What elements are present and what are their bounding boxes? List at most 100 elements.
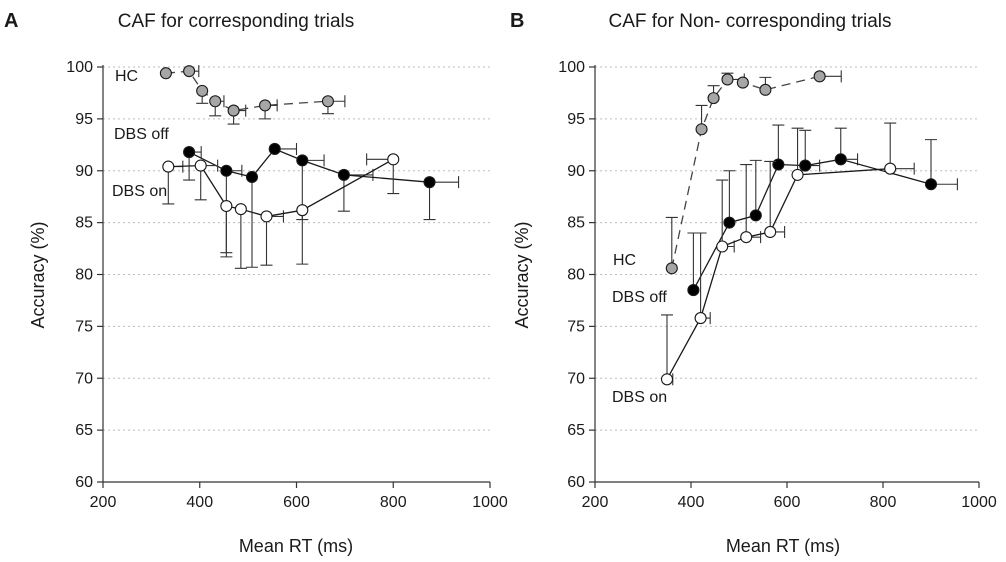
panel-b-dbs-off-point-4 bbox=[799, 159, 812, 172]
panel-a-y-tick-label-4: 80 bbox=[75, 267, 93, 284]
panel-b-title: CAF for Non- corresponding trials bbox=[609, 11, 892, 32]
panel-a-dbs-on-err-down-0 bbox=[162, 166, 175, 205]
panel-b-dbs-off-err-up-1 bbox=[723, 170, 736, 223]
panel-b-dbs-on-point-5 bbox=[791, 168, 804, 181]
panel-a-dbs-off-err-down-5 bbox=[337, 174, 350, 212]
panel-a-y-tick-label-0: 60 bbox=[75, 474, 93, 491]
panel-a-dbs-on-point-0 bbox=[162, 160, 175, 173]
panel-b-series-dbs-off bbox=[687, 124, 958, 297]
panel-a-dbs-off-point-0 bbox=[183, 146, 196, 159]
panel-a-dbs-off-point-5 bbox=[337, 168, 350, 181]
panel-a-dbs-off-point-6 bbox=[423, 176, 436, 189]
panel-a-dbs-on-point-5 bbox=[296, 204, 309, 217]
panel-b-hc-point-3 bbox=[721, 73, 734, 86]
panel-b-x-tick-label-4: 1000 bbox=[961, 494, 997, 511]
panel-a-dbs-off-point-3 bbox=[268, 142, 281, 156]
panel-b-y-tick-label-4: 80 bbox=[567, 267, 585, 284]
panel-b-dbs-off-point-2 bbox=[749, 209, 762, 222]
panel-b-hc-point-4 bbox=[736, 76, 749, 89]
panel-a-hc-point-0 bbox=[159, 67, 172, 80]
panel-a-letter: A bbox=[4, 10, 18, 32]
panel-a-dbs-off-point-2 bbox=[245, 170, 259, 184]
panel-b-hc-err-up-0 bbox=[665, 216, 678, 269]
panel-a-hc-point-6 bbox=[321, 95, 334, 108]
panel-a-dbs-off-err-down-2 bbox=[245, 176, 258, 268]
panel-b-series-hc bbox=[665, 70, 842, 275]
panel-b-y-tick-label-1: 65 bbox=[567, 422, 585, 439]
panel-b-dbs-on-err-up-3 bbox=[740, 163, 753, 238]
panel-a-dbs-on-err-down-5 bbox=[296, 210, 309, 265]
panel-b-y-tick-label-0: 60 bbox=[567, 474, 585, 491]
panel-b-x-tick-label-0: 200 bbox=[582, 494, 609, 511]
panel-a-x-tick-label-2: 600 bbox=[283, 494, 310, 511]
panel-a-dbs-off-point-1 bbox=[220, 164, 233, 177]
panel-b-hc-point-6 bbox=[813, 70, 826, 83]
panel-b-x-tick-label-3: 800 bbox=[870, 494, 897, 511]
panel-a-y-tick-label-2: 70 bbox=[75, 370, 93, 387]
panel-a-dbs-off-point-4 bbox=[296, 154, 309, 167]
panel-b-dbs-off-point-1 bbox=[723, 216, 736, 229]
panel-a-y-tick-label-3: 75 bbox=[75, 318, 93, 335]
panel-a-y-tick-label-7: 95 bbox=[75, 111, 93, 128]
panel-b: B CAF for Non- corresponding trials 60 65… bbox=[510, 10, 997, 556]
panel-b-label-hc: HC bbox=[613, 252, 636, 269]
panel-b-dbs-on-point-0 bbox=[660, 373, 674, 386]
panel-a-y-axis-label: Accuracy (%) bbox=[28, 221, 48, 328]
panel-a-x-tick-label-1: 400 bbox=[186, 494, 213, 511]
panel-a-dbs-on-err-down-3 bbox=[234, 209, 247, 269]
panel-b-x-tick-label-1: 400 bbox=[678, 494, 705, 511]
panel-a-hc-point-1 bbox=[183, 65, 196, 78]
panel-b-y-tick-label-5: 85 bbox=[567, 215, 585, 232]
panel-a-dbs-on-point-1 bbox=[194, 159, 207, 172]
panel-b-y-axis-label: Accuracy (%) bbox=[512, 221, 532, 328]
panel-a-y-tick-label-8: 100 bbox=[66, 59, 93, 76]
panel-a-series-dbs-on bbox=[162, 153, 400, 269]
panel-b-dbs-on-err-up-4 bbox=[764, 160, 777, 232]
panel-a-label-dbs-on: DBS on bbox=[112, 183, 167, 200]
panel-b-y-tick-label-8: 100 bbox=[558, 59, 585, 76]
panel-b-dbs-off-point-0 bbox=[687, 284, 700, 297]
panel-b-dbs-on-point-6 bbox=[884, 162, 897, 175]
panel-b-dbs-off-err-up-6 bbox=[925, 139, 937, 185]
panel-b-dbs-on-point-4 bbox=[764, 225, 777, 239]
panel-a-hc-point-3 bbox=[209, 95, 222, 108]
panel-a-dbs-on-point-4 bbox=[260, 210, 273, 223]
panel-b-label-dbs-on: DBS on bbox=[612, 389, 667, 406]
panel-a-dbs-on-point-2 bbox=[220, 199, 233, 213]
panel-a-label-hc: HC bbox=[115, 68, 138, 85]
panel-b-hc-point-2 bbox=[707, 92, 720, 105]
panel-b-hc-point-5 bbox=[759, 83, 772, 96]
panel-b-x-tick-label-2: 600 bbox=[774, 494, 801, 511]
panel-a-x-tick-label-0: 200 bbox=[90, 494, 117, 511]
panel-b-dbs-on-point-1 bbox=[694, 312, 707, 325]
panel-b-dbs-on-err-up-0 bbox=[661, 314, 673, 380]
panel-b-y-tick-label-2: 70 bbox=[567, 370, 585, 387]
panel-a-dbs-on-point-6 bbox=[387, 153, 400, 166]
panel-a-hc-point-4 bbox=[227, 104, 240, 117]
panel-b-dbs-off-err-up-2 bbox=[749, 159, 762, 216]
panel-a-dbs-on-err-down-2 bbox=[220, 206, 233, 254]
panel-b-y-tick-label-3: 75 bbox=[567, 318, 585, 335]
panel-a-y-tick-label-6: 90 bbox=[75, 163, 93, 180]
panel-a-hc-point-2 bbox=[196, 84, 209, 97]
panel-a-x-tick-label-4: 1000 bbox=[472, 494, 508, 511]
panel-b-letter: B bbox=[510, 10, 524, 32]
panel-b-dbs-on-point-3 bbox=[740, 231, 753, 244]
panel-a-x-tick-label-3: 800 bbox=[380, 494, 407, 511]
panel-a-dbs-on-point-3 bbox=[234, 203, 247, 216]
panel-b-y-tick-label-6: 90 bbox=[567, 163, 585, 180]
panel-a-label-dbs-off: DBS off bbox=[114, 126, 169, 143]
panel-a-dbs-off-err-down-6 bbox=[423, 182, 436, 221]
panel-a-dbs-on-err-down-4 bbox=[260, 216, 273, 266]
panel-b-y-tick-label-7: 95 bbox=[567, 111, 585, 128]
panel-a: A CAF for corresponding trials 60 65 70 75 8… bbox=[4, 10, 508, 556]
panel-b-dbs-off-err-up-3 bbox=[772, 124, 785, 165]
panel-b-dbs-on-err-up-1 bbox=[694, 232, 707, 319]
panel-b-hc-point-1 bbox=[695, 123, 708, 136]
panel-b-dbs-on-point-2 bbox=[716, 240, 729, 253]
panel-b-dbs-on-err-up-2 bbox=[716, 179, 729, 247]
panel-a-y-tick-label-5: 85 bbox=[75, 215, 93, 232]
panel-b-x-axis-label: Mean RT (ms) bbox=[726, 536, 840, 556]
panel-a-title: CAF for corresponding trials bbox=[118, 11, 355, 32]
